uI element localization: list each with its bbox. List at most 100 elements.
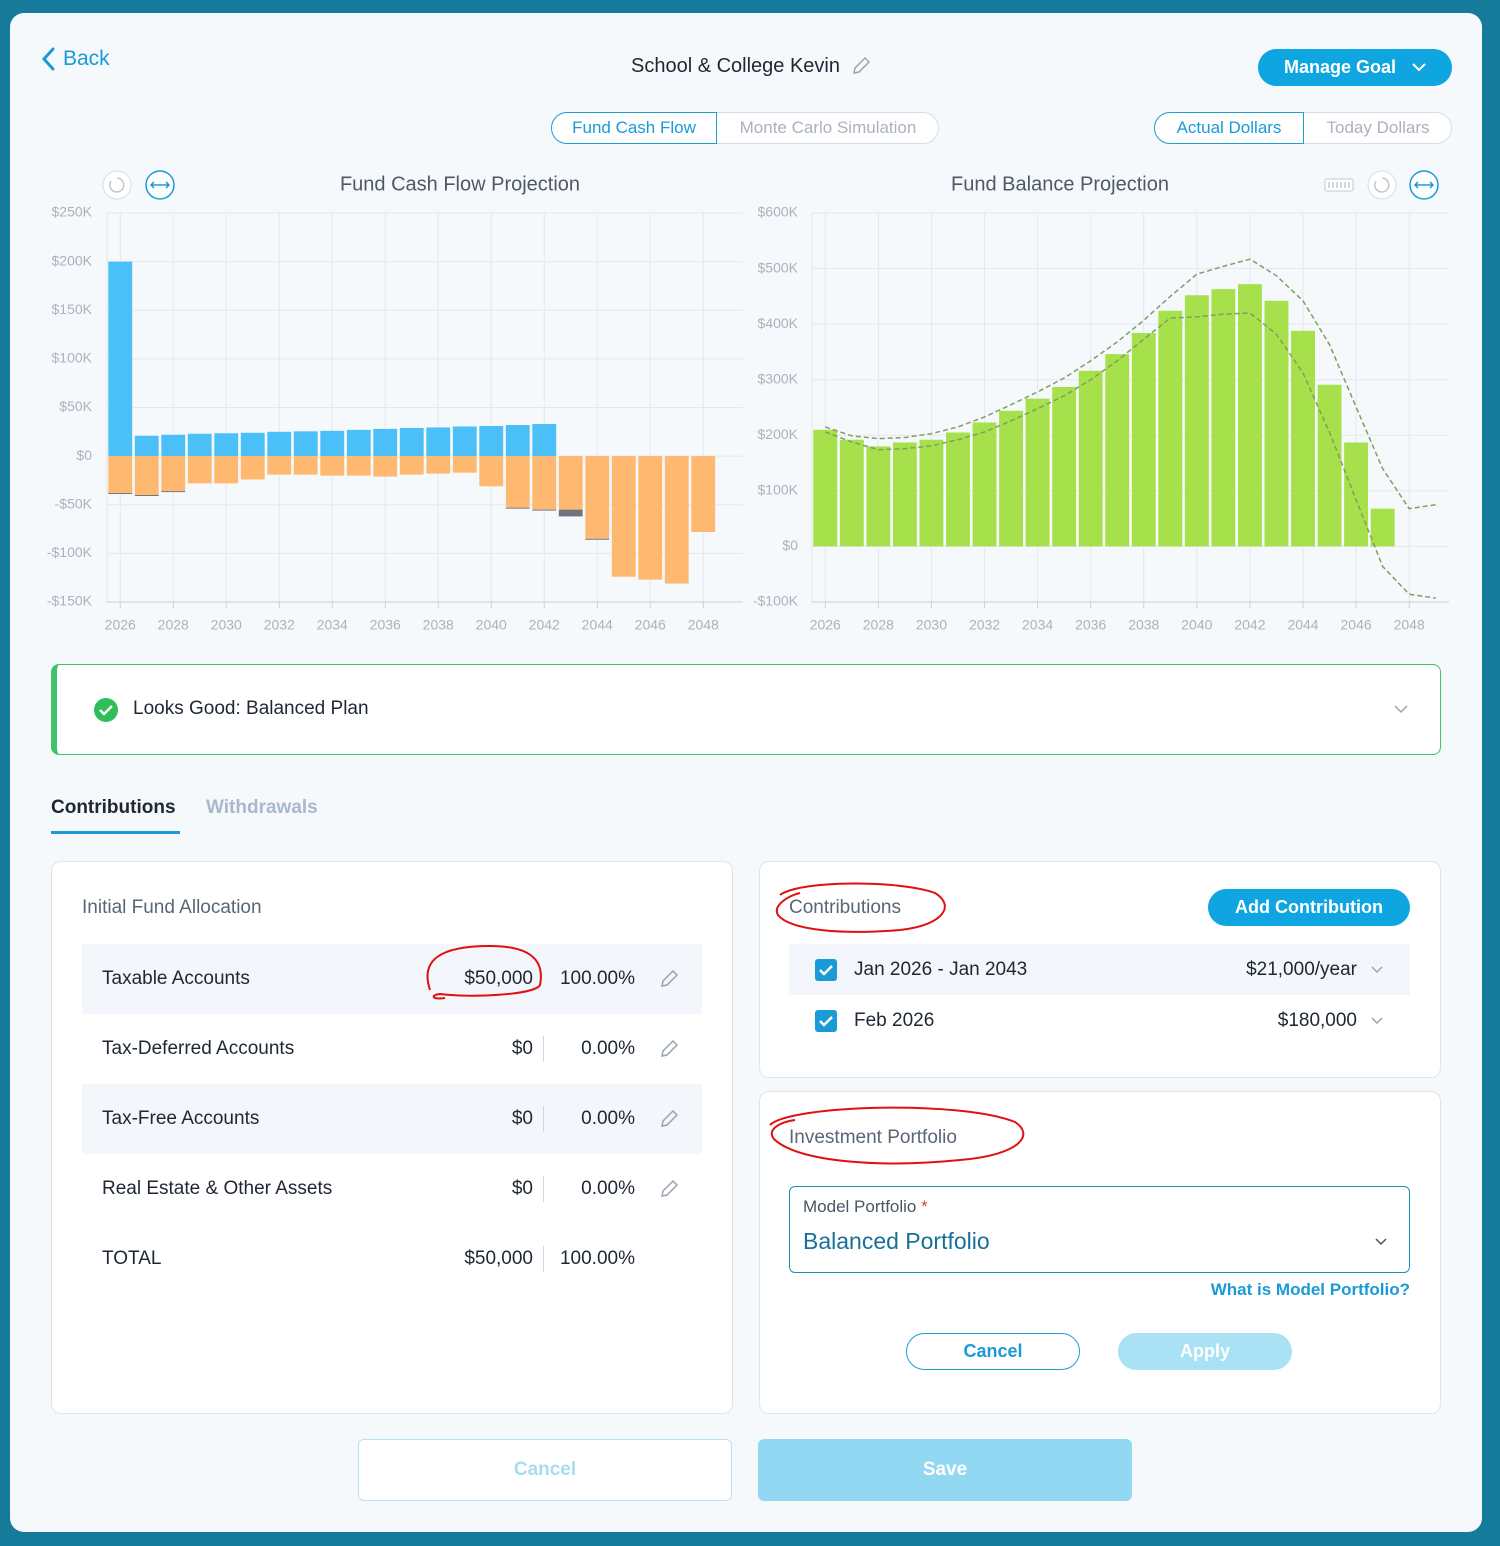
y-tick-label: -$150K [47, 593, 93, 609]
charts: Fund Cash Flow Projection -$150K -$100K -$5… [47, 170, 1449, 633]
bar [505, 425, 530, 457]
bar [452, 426, 477, 457]
bar [558, 456, 583, 510]
expand-chevron[interactable] [1370, 964, 1384, 976]
back-icon[interactable] [38, 45, 60, 73]
select-chevron [1375, 1238, 1387, 1246]
y-tick-label: -$50K [55, 495, 93, 511]
x-tick-label: 2036 [1075, 617, 1106, 633]
y-tick-label: $500K [758, 259, 799, 275]
bar [892, 442, 917, 547]
x-tick-label: 2040 [476, 617, 507, 633]
manage-goal-button[interactable]: Manage Goal [1258, 49, 1452, 86]
bar [532, 509, 557, 511]
bar [373, 456, 398, 477]
back-link[interactable]: Back [63, 47, 110, 70]
bar [214, 456, 239, 484]
add-contribution-button[interactable]: Add Contribution [1208, 889, 1410, 926]
row-percent: 0.00% [581, 1038, 635, 1059]
divider [543, 1246, 544, 1272]
bar [1370, 508, 1395, 547]
edit-icon[interactable] [658, 1108, 680, 1130]
bars-icon[interactable] [1324, 178, 1354, 192]
portfolio-select[interactable] [789, 1186, 1410, 1273]
edit-icon[interactable] [658, 1038, 680, 1060]
status-box[interactable] [51, 664, 1441, 755]
footer-cancel-button[interactable]: Cancel [358, 1439, 732, 1501]
toggle-option[interactable]: Actual Dollars [1154, 112, 1304, 144]
row-label: Tax-Free Accounts [102, 1108, 260, 1129]
toggle-option[interactable]: Monte Carlo Simulation [739, 118, 917, 137]
bar [108, 261, 133, 457]
tab-underline [51, 831, 180, 834]
bar [1264, 300, 1289, 547]
reset-icon[interactable] [1367, 170, 1397, 200]
bar [532, 424, 557, 457]
cancel-button[interactable]: Cancel [906, 1333, 1080, 1370]
y-tick-label: -$100K [753, 593, 799, 609]
x-tick-label: 2028 [158, 617, 189, 633]
x-tick-label: 2036 [370, 617, 401, 633]
x-tick-label: 2048 [1394, 617, 1425, 633]
bar [585, 456, 610, 539]
bar [161, 434, 186, 457]
expand-chevron[interactable] [1370, 1015, 1384, 1027]
y-tick-label: $150K [52, 301, 93, 317]
y-tick-label: $600K [758, 204, 799, 220]
bar [866, 446, 891, 547]
bar [267, 431, 292, 457]
y-tick-label: $200K [758, 426, 799, 442]
row-amount: $0 [511, 1108, 533, 1129]
y-tick-label: $250K [52, 204, 93, 220]
toggle-option[interactable]: Today Dollars [1326, 118, 1430, 137]
divider [543, 1176, 544, 1202]
help-link[interactable]: What is Model Portfolio? [1210, 1280, 1410, 1299]
bar [452, 456, 477, 473]
status-text: Looks Good: Balanced Plan [133, 698, 369, 719]
chart-controls [102, 170, 1439, 200]
bar [320, 456, 345, 476]
row-label: Tax-Deferred Accounts [102, 1038, 295, 1059]
row-percent: 100.00% [559, 968, 635, 989]
x-tick-label: 2048 [688, 617, 719, 633]
edit-icon[interactable] [850, 55, 872, 77]
x-tick-label: 2040 [1181, 617, 1212, 633]
reset-icon[interactable] [102, 170, 132, 200]
bar [505, 456, 530, 508]
bar [813, 429, 838, 547]
toggle-option[interactable]: Fund Cash Flow [551, 112, 717, 144]
bar [1025, 398, 1050, 547]
bar [1211, 289, 1236, 547]
bar [638, 456, 663, 580]
x-tick-label: 2032 [264, 617, 295, 633]
y-tick-label: $300K [758, 370, 799, 386]
expand-chevron[interactable] [1393, 702, 1409, 716]
row-percent: 0.00% [581, 1178, 635, 1199]
tab[interactable]: Withdrawals [206, 797, 318, 818]
y-tick-label: $0 [782, 537, 798, 553]
chart-title: Fund Cash Flow Projection [340, 173, 580, 195]
row-background [82, 1084, 702, 1154]
x-tick-label: 2032 [969, 617, 1000, 633]
save-button[interactable]: Save [758, 1439, 1132, 1501]
bar [1105, 354, 1130, 547]
bar [505, 507, 530, 509]
edit-icon[interactable] [658, 968, 680, 990]
x-tick-label: 2042 [1234, 617, 1265, 633]
row-amount: $0 [511, 1178, 533, 1199]
apply-button[interactable]: Apply [1118, 1333, 1292, 1370]
edit-icon[interactable] [658, 1178, 680, 1200]
tab-active[interactable]: Contributions [51, 797, 176, 818]
checkbox[interactable] [815, 959, 837, 981]
x-tick-label: 2030 [916, 617, 947, 633]
checkbox[interactable] [815, 1010, 837, 1032]
row-label: Taxable Accounts [102, 968, 250, 989]
bar [611, 456, 636, 577]
bar [426, 456, 451, 474]
bar [1237, 284, 1262, 547]
bar [946, 432, 970, 547]
bar [161, 456, 186, 492]
bar [1078, 370, 1103, 547]
field-value: Balanced Portfolio [803, 1228, 990, 1254]
